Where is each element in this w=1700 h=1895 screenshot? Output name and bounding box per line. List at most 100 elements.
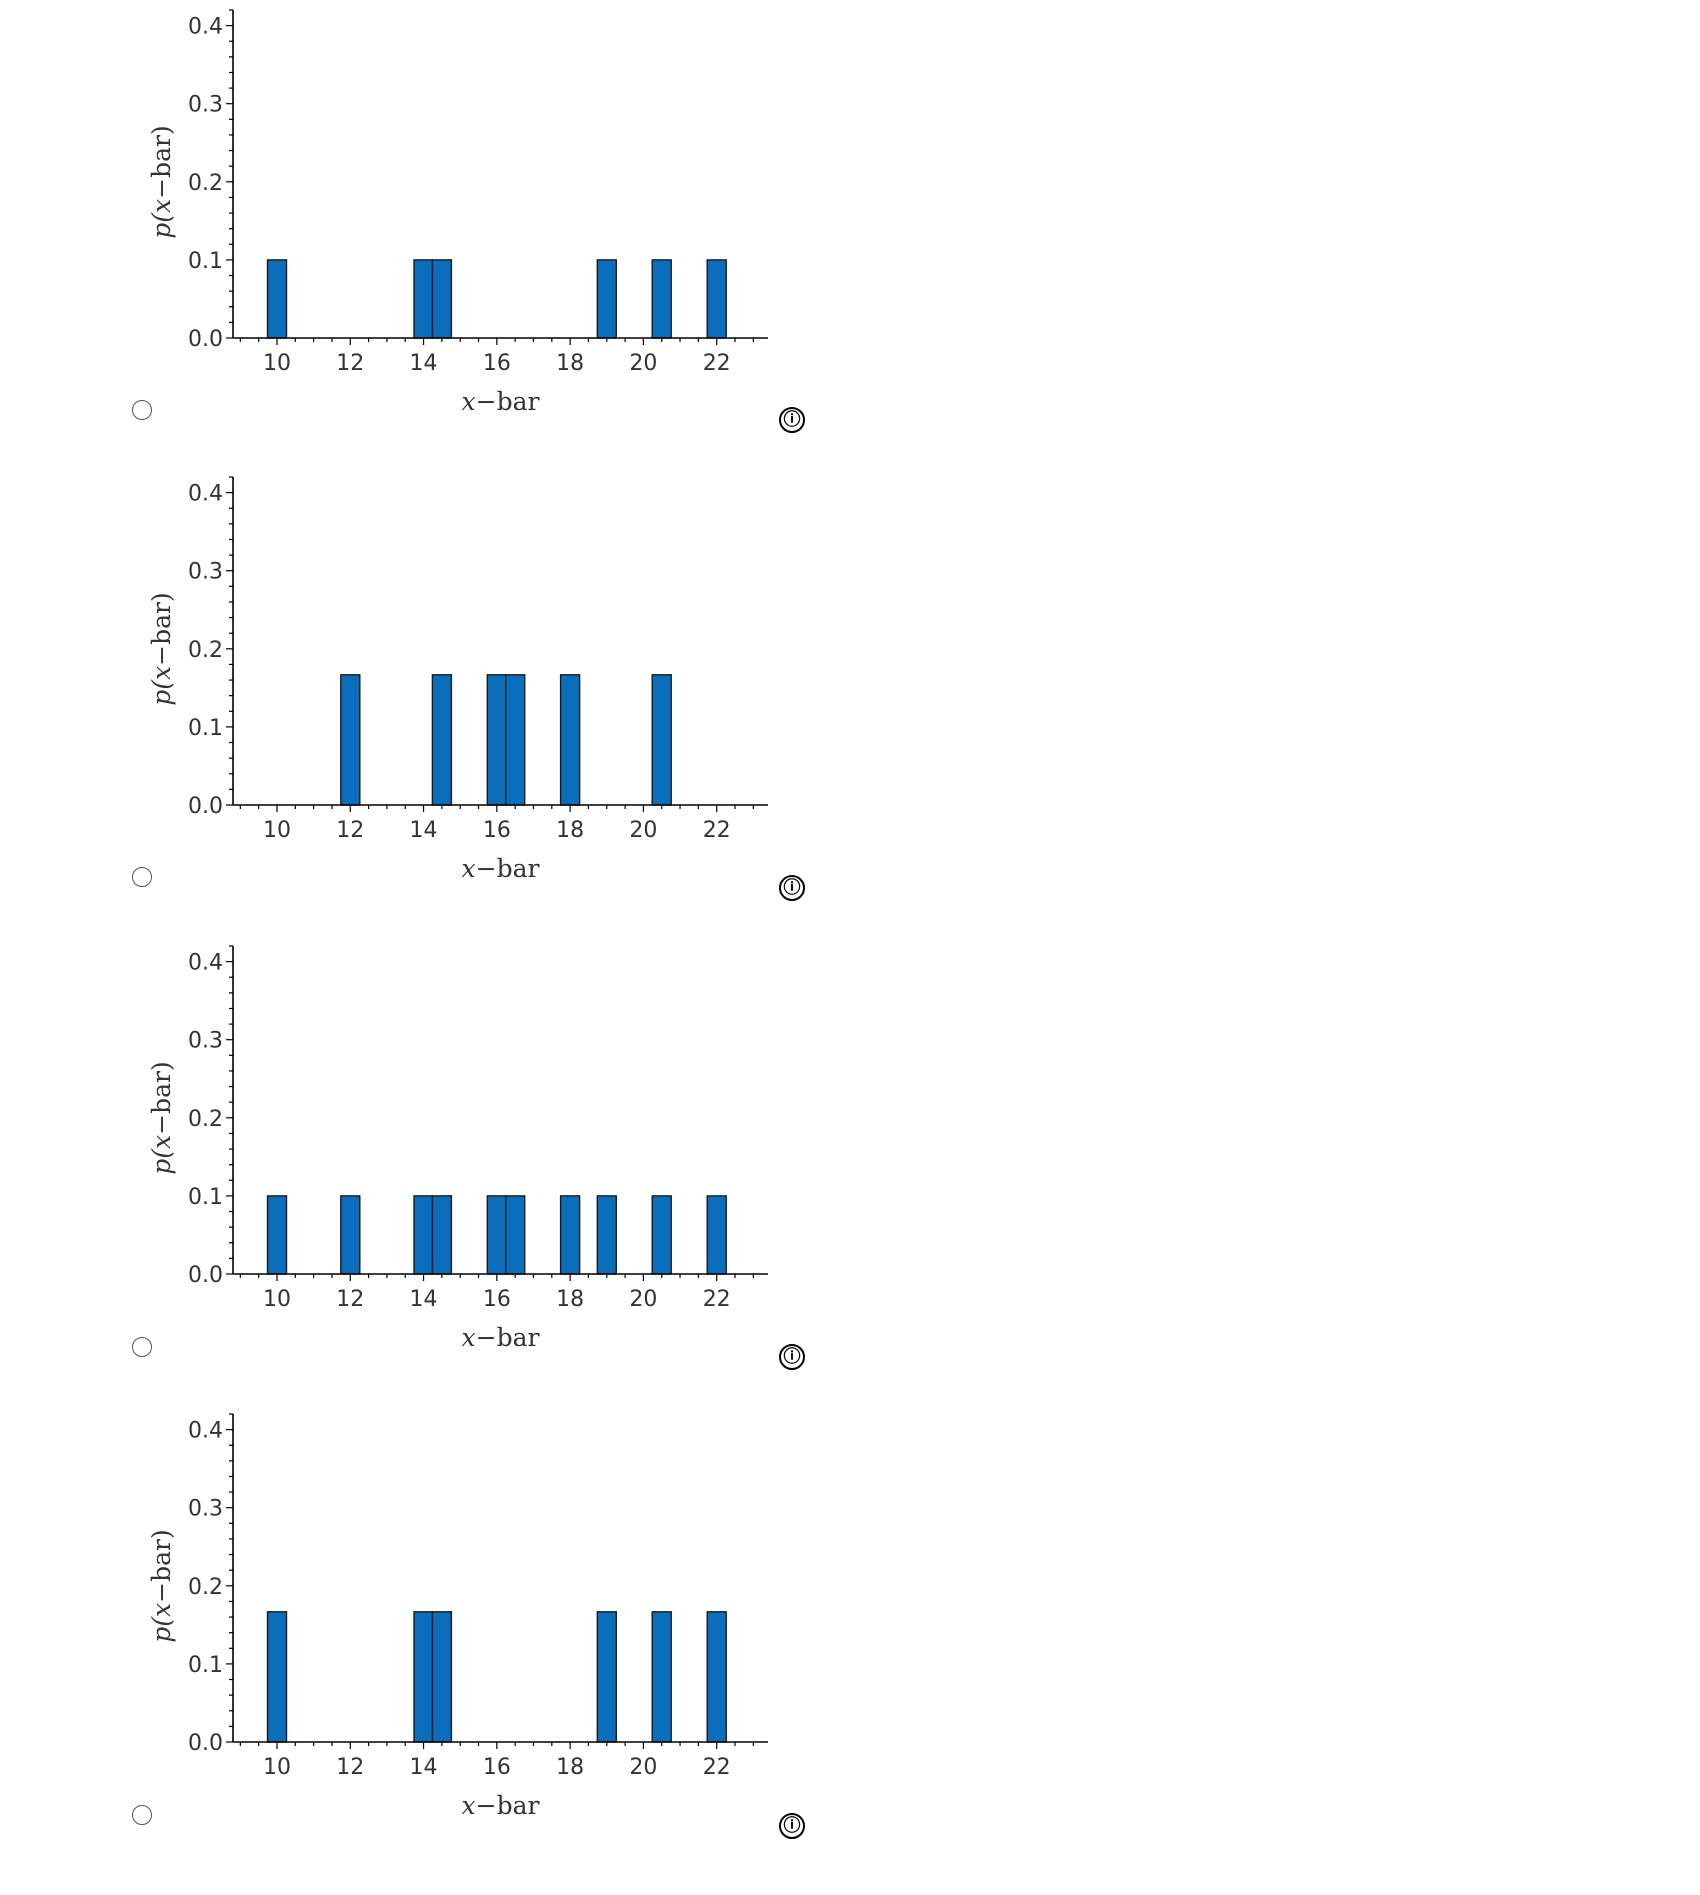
- x-tick-label: 10: [263, 1287, 291, 1312]
- bar: [266, 259, 288, 339]
- x-tick-label: 20: [629, 818, 657, 843]
- y-tick-label: 0.1: [188, 1653, 223, 1678]
- y-tick-label: 0.0: [188, 794, 223, 819]
- x-tick-label: 20: [629, 1755, 657, 1780]
- y-tick-label: 0.0: [188, 327, 223, 352]
- y-tick-label: 0.3: [188, 93, 223, 118]
- histogram-chart-3: 10 12 14 16 18 20 22 0.0 0.1 0.2 0.3 0.4 x−bar p(x−ba…: [147, 945, 768, 1352]
- histogram-chart-1: 10 12 14 16 18 20 22 0.0 0.1 0.2 0.3 0.4 x−bar p(x−ba…: [147, 9, 768, 416]
- y-tick-label: 0.2: [188, 1575, 223, 1600]
- x-tick-label: 22: [703, 1287, 731, 1312]
- y-tick-label: 0.1: [188, 249, 223, 274]
- bar: [266, 1195, 288, 1275]
- x-tick-label: 12: [336, 1287, 364, 1312]
- bar: [706, 1611, 727, 1743]
- y-tick-label: 0.2: [188, 638, 223, 663]
- x-tick-label: 10: [263, 351, 291, 376]
- info-icon[interactable]: ⓘ: [779, 407, 805, 433]
- y-axis-title: p(x−bar): [147, 1529, 176, 1642]
- y-tick-label: 0.1: [188, 716, 223, 741]
- histogram-chart-4: 10 12 14 16 18 20 22 0.0 0.1 0.2 0.3 0.4 x−bar p(x−ba…: [147, 1413, 768, 1820]
- x-tick-label: 16: [483, 818, 511, 843]
- bar: [651, 1195, 672, 1275]
- x-tick-label: 18: [556, 1755, 584, 1780]
- radio-button-option-2[interactable]: [132, 867, 152, 887]
- x-tick-label: 14: [410, 1755, 438, 1780]
- bar: [559, 674, 581, 806]
- x-axis-title: x−bar: [462, 387, 540, 416]
- bar: [505, 1195, 526, 1275]
- x-axis-title: x−bar: [462, 1323, 540, 1352]
- bar: [486, 674, 507, 806]
- bar: [413, 1195, 434, 1275]
- bar: [596, 1195, 617, 1275]
- bar: [413, 259, 434, 339]
- y-tick-label: 0.3: [188, 560, 223, 585]
- bar: [651, 259, 672, 339]
- info-icon[interactable]: ⓘ: [779, 1813, 805, 1839]
- x-tick-label: 18: [556, 351, 584, 376]
- bar: [706, 259, 727, 339]
- answer-option-2: 10 12 14 16 18 20 22 0.0 0.1 0.2 0.3 0.4 x−bar p(x−ba…: [0, 467, 1700, 937]
- radio-button-option-1[interactable]: [132, 400, 152, 420]
- info-icon[interactable]: ⓘ: [779, 875, 805, 901]
- answer-option-4: 10 12 14 16 18 20 22 0.0 0.1 0.2 0.3 0.4 x−bar p(x−ba…: [0, 1404, 1700, 1874]
- bar: [340, 674, 361, 806]
- bar: [651, 674, 672, 806]
- bar: [596, 1611, 617, 1743]
- x-tick-label: 10: [263, 818, 291, 843]
- bar: [266, 1611, 288, 1743]
- x-tick-label: 12: [336, 351, 364, 376]
- radio-button-option-3[interactable]: [132, 1337, 152, 1357]
- y-tick-label: 0.2: [188, 1107, 223, 1132]
- x-axis-title: x−bar: [462, 854, 540, 883]
- y-tick-label: 0.0: [188, 1731, 223, 1756]
- y-tick-label: 0.4: [188, 15, 223, 40]
- x-tick-label: 22: [703, 351, 731, 376]
- x-tick-label: 18: [556, 1287, 584, 1312]
- y-tick-label: 0.4: [188, 482, 223, 507]
- x-tick-label: 16: [483, 351, 511, 376]
- bar: [486, 1195, 507, 1275]
- bar: [706, 1195, 727, 1275]
- y-tick-label: 0.4: [188, 1419, 223, 1444]
- x-tick-label: 10: [263, 1755, 291, 1780]
- bar: [596, 259, 617, 339]
- x-tick-label: 14: [410, 818, 438, 843]
- x-tick-label: 12: [336, 818, 364, 843]
- y-tick-label: 0.3: [188, 1029, 223, 1054]
- y-axis-title: p(x−bar): [147, 592, 176, 705]
- bar: [413, 1611, 434, 1743]
- info-icon[interactable]: ⓘ: [779, 1344, 805, 1370]
- bar: [431, 674, 453, 806]
- y-tick-label: 0.0: [188, 1263, 223, 1288]
- y-tick-label: 0.3: [188, 1497, 223, 1522]
- bar: [559, 1195, 581, 1275]
- x-tick-label: 16: [483, 1287, 511, 1312]
- y-axis-title: p(x−bar): [147, 1061, 176, 1174]
- bar: [431, 1611, 453, 1743]
- x-tick-label: 20: [629, 351, 657, 376]
- histogram-chart-2: 10 12 14 16 18 20 22 0.0 0.1 0.2 0.3 0.4 x−bar p(x−ba…: [147, 476, 768, 883]
- x-tick-label: 14: [410, 351, 438, 376]
- x-tick-label: 12: [336, 1755, 364, 1780]
- answer-option-1: 10 12 14 16 18 20 22 0.0 0.1 0.2 0.3 0.4 x−bar p(x−ba…: [0, 0, 1700, 470]
- answer-option-3: 10 12 14 16 18 20 22 0.0 0.1 0.2 0.3 0.4 x−bar p(x−ba…: [0, 936, 1700, 1406]
- x-tick-label: 18: [556, 818, 584, 843]
- y-tick-label: 0.4: [188, 951, 223, 976]
- y-tick-label: 0.2: [188, 171, 223, 196]
- bar: [651, 1611, 672, 1743]
- radio-button-option-4[interactable]: [132, 1805, 152, 1825]
- x-axis-title: x−bar: [462, 1791, 540, 1820]
- x-tick-label: 20: [629, 1287, 657, 1312]
- bar: [340, 1195, 361, 1275]
- bar: [505, 674, 526, 806]
- x-tick-label: 22: [703, 818, 731, 843]
- bar: [431, 259, 453, 339]
- x-tick-label: 14: [410, 1287, 438, 1312]
- x-tick-label: 22: [703, 1755, 731, 1780]
- y-tick-label: 0.1: [188, 1185, 223, 1210]
- x-tick-label: 16: [483, 1755, 511, 1780]
- bar: [431, 1195, 453, 1275]
- y-axis-title: p(x−bar): [147, 125, 176, 238]
